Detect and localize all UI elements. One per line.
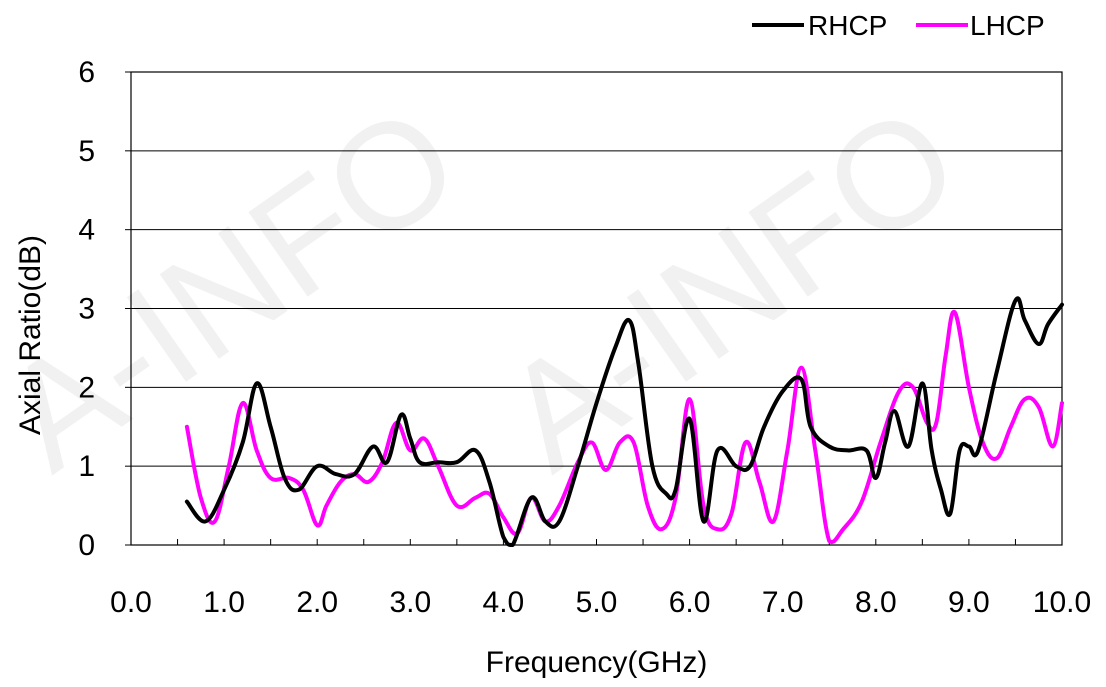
x-tick-label: 9.0 bbox=[948, 586, 990, 619]
series-line-lhcp bbox=[184, 309, 1064, 544]
y-axis-title: Axial Ratio(dB) bbox=[14, 235, 47, 435]
x-tick-label: 3.0 bbox=[389, 586, 431, 619]
legend-label-rhcp: RHCP bbox=[808, 10, 887, 41]
y-tick-labels: 0 1 2 3 4 5 6 bbox=[78, 56, 95, 562]
plot-frame bbox=[125, 71, 1063, 546]
x-tick-label: 7.0 bbox=[762, 586, 804, 619]
x-tick-label: 2.0 bbox=[296, 586, 338, 619]
y-tick-label: 3 bbox=[78, 293, 95, 326]
y-tick-label: 5 bbox=[78, 135, 95, 168]
x-tick-label: 5.0 bbox=[576, 586, 618, 619]
series-line-rhcp bbox=[184, 296, 1064, 547]
legend-label-lhcp: LHCP bbox=[970, 10, 1045, 41]
x-tick-label: 8.0 bbox=[855, 586, 897, 619]
x-tick-label: 1.0 bbox=[203, 586, 245, 619]
x-tick-label: 6.0 bbox=[669, 586, 711, 619]
x-tick-label: 0.0 bbox=[110, 586, 152, 619]
grid-layer bbox=[131, 150, 1062, 467]
y-tick-label: 1 bbox=[78, 450, 95, 483]
y-tick-label: 2 bbox=[78, 371, 95, 404]
x-tick-label: 10.0 bbox=[1033, 586, 1091, 619]
series-layer bbox=[184, 296, 1064, 547]
x-tick-label: 4.0 bbox=[483, 586, 525, 619]
x-tick-labels: 0.0 1.0 2.0 3.0 4.0 5.0 6.0 7.0 8.0 9.0 10.0 bbox=[110, 586, 1091, 619]
legend: RHCP LHCP bbox=[752, 10, 1045, 41]
y-tick-label: 4 bbox=[78, 214, 95, 247]
y-tick-label: 6 bbox=[78, 56, 95, 89]
x-axis-title: Frequency(GHz) bbox=[486, 646, 708, 679]
y-tick-label: 0 bbox=[78, 529, 95, 562]
